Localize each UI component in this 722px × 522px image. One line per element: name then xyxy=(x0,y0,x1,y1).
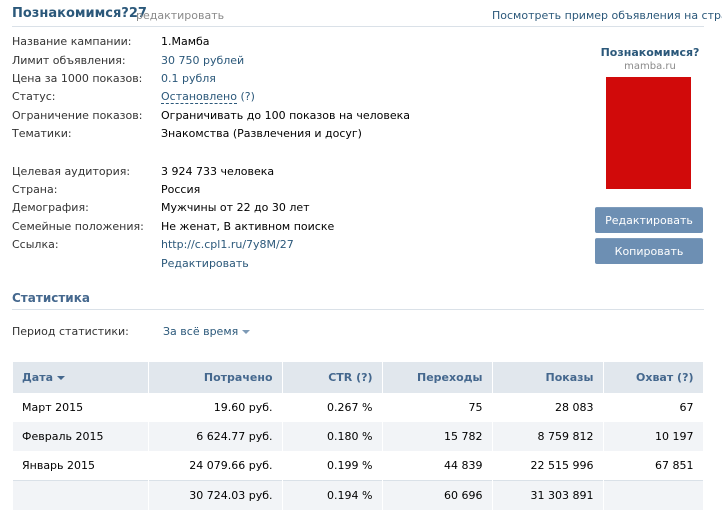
cell-spent: 30 724.03 руб. xyxy=(148,480,283,510)
cell-date: Февраль 2015 xyxy=(13,422,149,451)
sort-down-icon xyxy=(57,376,66,380)
cell-ctr: 0.194 % xyxy=(282,480,383,510)
limit-value-link[interactable]: 30 750 рублей xyxy=(161,54,245,67)
stats-divider xyxy=(12,309,704,310)
cell-clicks: 60 696 xyxy=(382,480,493,510)
cell-clicks: 44 839 xyxy=(382,451,493,481)
ad-preview-domain: mamba.ru xyxy=(624,61,676,72)
audience-label: Целевая аудитория: xyxy=(12,165,131,178)
campaign-name-value: 1.Мамба xyxy=(161,35,210,48)
detail-label: Название кампании: xyxy=(12,35,132,48)
cell-reach: 67 xyxy=(603,393,704,422)
audience-label: Страна: xyxy=(12,183,58,196)
column-header-reach[interactable]: Охват (?) xyxy=(603,362,704,393)
cell-ctr: 0.199 % xyxy=(282,451,383,481)
column-header-spent: Потрачено xyxy=(148,362,283,393)
period-value: За всё время xyxy=(163,325,239,338)
detail-label: Цена за 1000 показов: xyxy=(12,72,143,85)
country-value: Россия xyxy=(161,183,201,196)
column-header-clicks: Переходы xyxy=(382,362,493,393)
cell-date: Январь 2015 xyxy=(13,451,149,481)
table-row: Март 2015 19.60 руб. 0.267 % 75 28 083 6… xyxy=(13,393,704,422)
edit-ad-button[interactable]: Редактировать xyxy=(595,207,703,233)
audience-label: Демография: xyxy=(12,201,89,214)
column-header-date[interactable]: Дата xyxy=(13,362,149,393)
cell-clicks: 75 xyxy=(382,393,493,422)
audience-label: Семейные положения: xyxy=(12,220,144,233)
cell-clicks: 15 782 xyxy=(382,422,493,451)
ad-preview-image[interactable] xyxy=(606,77,691,189)
demography-value: Мужчины от 22 до 30 лет xyxy=(161,201,310,214)
ad-preview-title[interactable]: Познакомимся? xyxy=(600,46,700,59)
edit-targeting-link[interactable]: Редактировать xyxy=(161,257,249,270)
marital-value: Не женат, В активном поиске xyxy=(161,220,335,233)
cell-reach: 10 197 xyxy=(603,422,704,451)
cell-reach xyxy=(603,480,704,510)
topics-value: Знакомства (Развлечения и досуг) xyxy=(161,127,362,140)
cell-date xyxy=(13,480,149,510)
copy-ad-button[interactable]: Копировать xyxy=(595,238,703,264)
period-label: Период статистики: xyxy=(12,325,129,338)
impression-limit-value: Ограничивать до 100 показов на человека xyxy=(161,109,411,122)
header-divider xyxy=(12,26,704,27)
detail-label: Лимит объявления: xyxy=(12,54,126,67)
ad-title: Познакомимся?27 xyxy=(12,6,147,21)
status-help-icon[interactable]: (?) xyxy=(240,90,255,103)
table-row: Январь 2015 24 079.66 руб. 0.199 % 44 83… xyxy=(13,451,704,481)
table-total-row: 30 724.03 руб. 0.194 % 60 696 31 303 891 xyxy=(13,480,704,510)
cell-spent: 24 079.66 руб. xyxy=(148,451,283,481)
chevron-down-icon xyxy=(242,330,251,334)
cell-date: Март 2015 xyxy=(13,393,149,422)
url-link[interactable]: http://c.cpl1.ru/7y8M/27 xyxy=(161,238,294,251)
detail-label: Ограничение показов: xyxy=(12,109,143,122)
cell-ctr: 0.180 % xyxy=(282,422,383,451)
cell-spent: 19.60 руб. xyxy=(148,393,283,422)
stats-heading: Статистика xyxy=(12,291,90,305)
status-value: Остановлено (?) xyxy=(161,90,255,104)
stats-table: Дата Потрачено CTR (?) Переходы Показы О… xyxy=(13,362,704,510)
audience-label: Ссылка: xyxy=(12,238,59,251)
period-dropdown[interactable]: За всё время xyxy=(163,325,251,338)
audience-size-value: 3 924 733 человека xyxy=(161,165,275,178)
cell-ctr: 0.267 % xyxy=(282,393,383,422)
cell-impressions: 31 303 891 xyxy=(492,480,604,510)
detail-label: Статус: xyxy=(12,90,56,103)
preview-ad-link[interactable]: Посмотреть пример объявления на странице xyxy=(492,9,722,22)
status-toggle[interactable]: Остановлено xyxy=(161,90,237,104)
column-header-ctr[interactable]: CTR (?) xyxy=(282,362,383,393)
cell-reach: 67 851 xyxy=(603,451,704,481)
table-row: Февраль 2015 6 624.77 руб. 0.180 % 15 78… xyxy=(13,422,704,451)
cell-spent: 6 624.77 руб. xyxy=(148,422,283,451)
cell-impressions: 8 759 812 xyxy=(492,422,604,451)
detail-label: Тематики: xyxy=(12,127,72,140)
price-value-link[interactable]: 0.1 рубля xyxy=(161,72,216,85)
cell-impressions: 22 515 996 xyxy=(492,451,604,481)
cell-impressions: 28 083 xyxy=(492,393,604,422)
column-header-impressions: Показы xyxy=(492,362,604,393)
edit-title-link[interactable]: редактировать xyxy=(136,9,225,22)
